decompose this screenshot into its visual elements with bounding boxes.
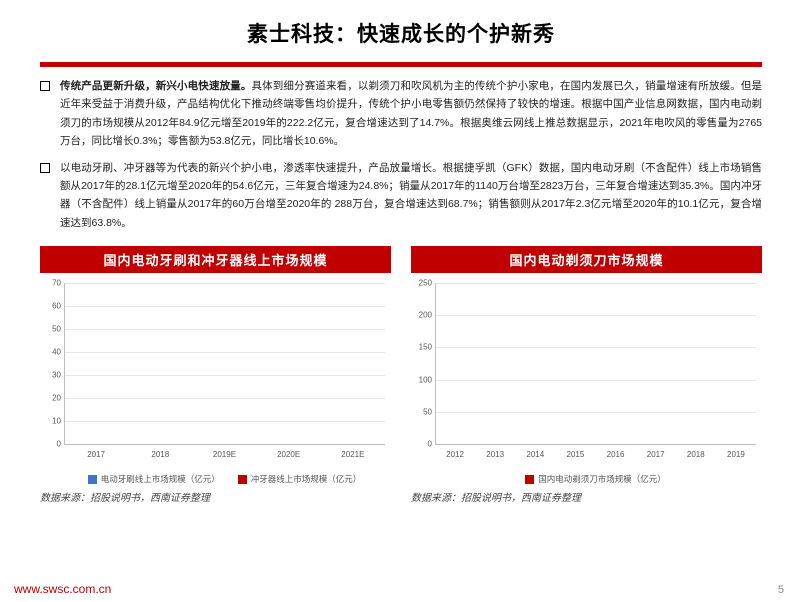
chart-right-title: 国内电动剃须刀市场规模 [411, 246, 762, 273]
paragraph-2-text: 以电动牙刷、冲牙器等为代表的新兴个护小电，渗透率快速提升，产品放量增长。根据捷孚… [60, 159, 762, 233]
chart-left-xlabels: 201720182019E2020E2021E [64, 450, 385, 459]
charts-row: 国内电动牙刷和冲牙器线上市场规模 010203040506070 2017201… [0, 240, 802, 504]
chart-right-legend: 国内电动剃须刀市场规模（亿元） [435, 473, 756, 485]
page-number: 5 [778, 584, 784, 596]
paragraph-2: 以电动牙刷、冲牙器等为代表的新兴个护小电，渗透率快速提升，产品放量增长。根据捷孚… [40, 159, 762, 233]
chart-left-plot: 010203040506070 [64, 283, 385, 445]
chart-right-source: 数据来源：招股说明书，西南证券整理 [411, 489, 762, 504]
chart-left-legend: 电动牙刷线上市场规模（亿元） 冲牙器线上市场规模（亿元） [64, 473, 385, 485]
legend-item: 国内电动剃须刀市场规模（亿元） [525, 473, 666, 485]
chart-left-area: 010203040506070 201720182019E2020E2021E … [40, 277, 391, 487]
header: 素士科技：快速成长的个护新秀 [0, 0, 802, 56]
chart-left-source: 数据来源：招股说明书，西南证券整理 [40, 489, 391, 504]
body-content: 传统产品更新升级，新兴小电快速放量。具体到细分赛道来看，以剃须刀和吹风机为主的传… [0, 67, 802, 232]
paragraph-1-text: 传统产品更新升级，新兴小电快速放量。具体到细分赛道来看，以剃须刀和吹风机为主的传… [60, 77, 762, 151]
chart-right-xlabels: 20122013201420152016201720182019 [435, 450, 756, 459]
paragraph-1-lead: 传统产品更新升级，新兴小电快速放量。 [60, 80, 252, 92]
paragraph-2-body: 以电动牙刷、冲牙器等为代表的新兴个护小电，渗透率快速提升，产品放量增长。根据捷孚… [60, 162, 762, 229]
bullet-icon [40, 81, 50, 91]
bullet-icon [40, 163, 50, 173]
chart-left-block: 国内电动牙刷和冲牙器线上市场规模 010203040506070 2017201… [40, 246, 391, 504]
page-title: 素士科技：快速成长的个护新秀 [0, 18, 802, 48]
footer-url: www.swsc.com.cn [14, 582, 111, 596]
paragraph-1: 传统产品更新升级，新兴小电快速放量。具体到细分赛道来看，以剃须刀和吹风机为主的传… [40, 77, 762, 151]
chart-right-area: 050100150200250 201220132014201520162017… [411, 277, 762, 487]
chart-right-block: 国内电动剃须刀市场规模 050100150200250 201220132014… [411, 246, 762, 504]
chart-right-plot: 050100150200250 [435, 283, 756, 445]
legend-item: 冲牙器线上市场规模（亿元） [238, 473, 362, 485]
legend-item: 电动牙刷线上市场规模（亿元） [88, 473, 220, 485]
chart-left-title: 国内电动牙刷和冲牙器线上市场规模 [40, 246, 391, 273]
